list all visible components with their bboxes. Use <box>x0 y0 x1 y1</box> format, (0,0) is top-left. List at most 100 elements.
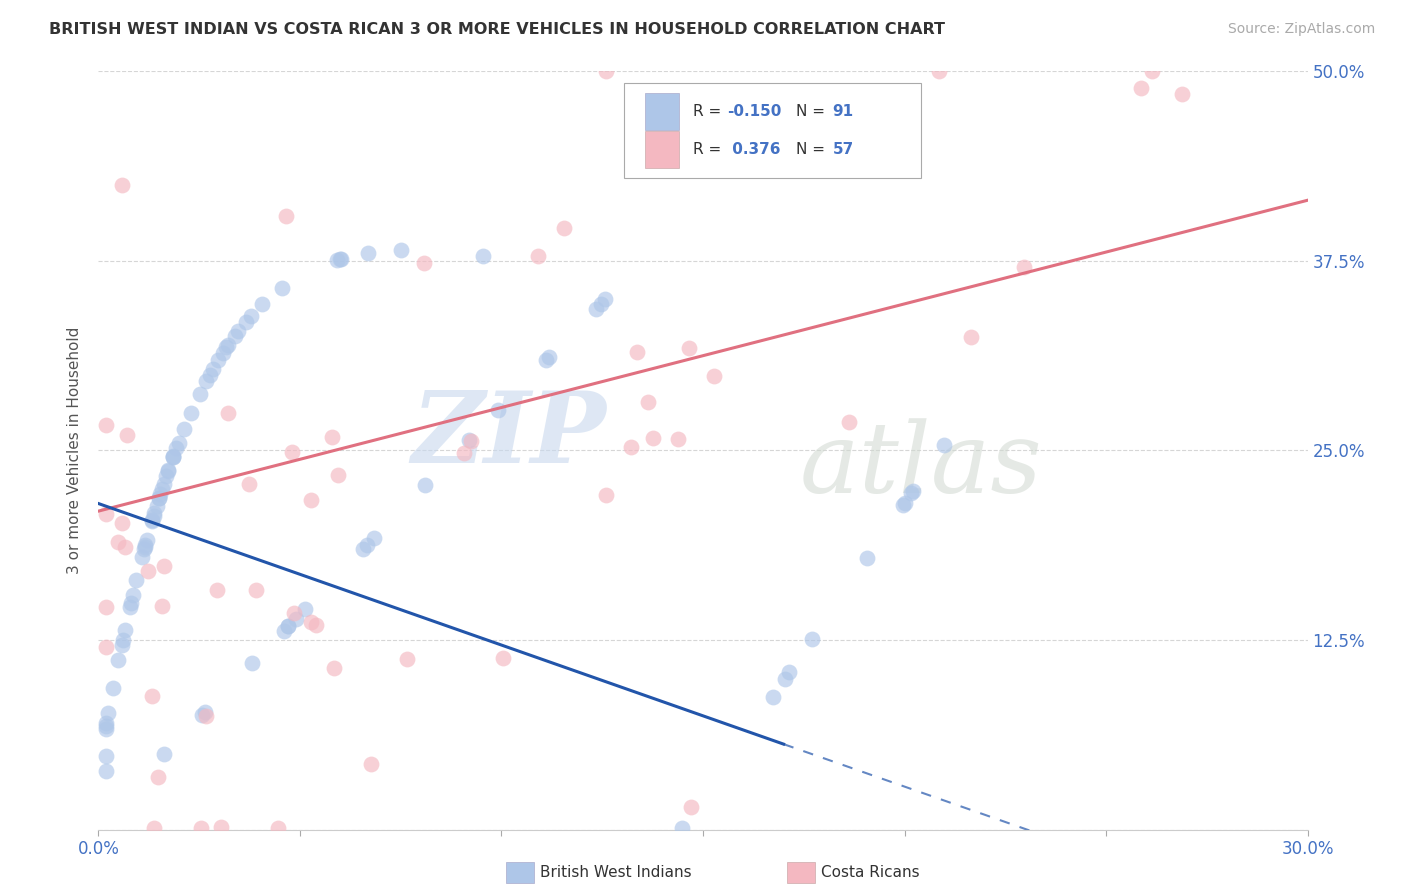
Point <box>134 538 156 552</box>
Point <box>194 709 217 723</box>
Text: 57: 57 <box>832 142 853 157</box>
Point <box>1014 260 1036 274</box>
Point <box>762 690 785 704</box>
Point <box>356 538 378 552</box>
Point <box>118 600 141 615</box>
Point <box>553 221 575 235</box>
Point <box>486 403 509 417</box>
Point <box>96 748 118 763</box>
Point <box>357 245 380 260</box>
Point <box>125 573 148 587</box>
Text: R =: R = <box>693 104 727 119</box>
Text: atlas: atlas <box>800 418 1042 513</box>
Point <box>1171 87 1194 102</box>
Point <box>173 422 195 436</box>
Point <box>191 708 214 723</box>
Point <box>96 640 118 654</box>
Point <box>111 633 134 648</box>
Point <box>637 395 659 409</box>
Point <box>194 705 217 719</box>
Point <box>121 588 143 602</box>
Point <box>145 500 167 514</box>
Point <box>135 533 157 548</box>
Point <box>136 564 159 578</box>
Point <box>205 583 228 598</box>
Point <box>893 498 915 512</box>
Point <box>96 723 118 737</box>
Y-axis label: 3 or more Vehicles in Household: 3 or more Vehicles in Household <box>67 326 83 574</box>
Text: -0.150: -0.150 <box>727 104 782 119</box>
Point <box>585 301 607 316</box>
Point <box>153 747 176 761</box>
Point <box>294 602 316 616</box>
Point <box>107 653 129 667</box>
Point <box>134 542 156 557</box>
Point <box>162 450 184 464</box>
Point <box>165 442 187 456</box>
Point <box>157 464 180 478</box>
Point <box>779 665 801 680</box>
Point <box>180 406 202 420</box>
Point <box>352 542 374 557</box>
Point <box>245 583 267 598</box>
Point <box>641 431 664 445</box>
Point <box>458 433 481 447</box>
Point <box>142 508 165 523</box>
Text: R =: R = <box>693 142 727 157</box>
Point <box>252 297 274 311</box>
FancyBboxPatch shape <box>624 83 921 178</box>
Point <box>1140 64 1163 78</box>
Point <box>111 516 134 531</box>
Point <box>666 432 689 446</box>
Point <box>212 345 235 359</box>
Point <box>148 491 170 506</box>
Point <box>900 486 922 500</box>
Point <box>134 540 156 554</box>
Point <box>153 476 176 491</box>
Text: Costa Ricans: Costa Ricans <box>821 865 920 880</box>
Point <box>96 718 118 732</box>
Point <box>141 689 163 703</box>
Text: ZIP: ZIP <box>412 387 606 483</box>
Point <box>143 507 166 521</box>
Text: BRITISH WEST INDIAN VS COSTA RICAN 3 OR MORE VEHICLES IN HOUSEHOLD CORRELATION C: BRITISH WEST INDIAN VS COSTA RICAN 3 OR … <box>49 22 945 37</box>
Point <box>201 362 224 376</box>
Point <box>595 64 617 78</box>
Point <box>273 624 295 638</box>
Point <box>101 681 124 696</box>
Point <box>538 350 561 364</box>
Point <box>934 437 956 451</box>
Point <box>284 611 307 625</box>
Point <box>626 344 648 359</box>
Point <box>471 249 494 263</box>
Point <box>277 619 299 633</box>
Point <box>198 368 221 382</box>
Point <box>141 514 163 528</box>
Point <box>226 324 249 338</box>
Point <box>329 252 352 266</box>
Point <box>107 535 129 549</box>
Point <box>239 309 262 323</box>
Point <box>415 477 437 491</box>
Point <box>960 330 983 344</box>
Point <box>270 280 292 294</box>
Text: Source: ZipAtlas.com: Source: ZipAtlas.com <box>1227 22 1375 37</box>
Point <box>283 606 305 620</box>
Point <box>389 243 412 257</box>
Point <box>838 416 860 430</box>
Point <box>217 338 239 352</box>
Point <box>150 483 173 497</box>
Point <box>800 632 823 647</box>
Point <box>190 821 212 835</box>
Point <box>96 600 118 615</box>
Point <box>267 821 290 835</box>
Point <box>157 463 180 477</box>
Point <box>110 638 132 652</box>
Point <box>120 596 142 610</box>
FancyBboxPatch shape <box>645 131 679 168</box>
Point <box>299 492 322 507</box>
Point <box>595 292 617 306</box>
Point <box>217 406 239 420</box>
Point <box>589 296 612 310</box>
Text: 91: 91 <box>832 104 853 119</box>
